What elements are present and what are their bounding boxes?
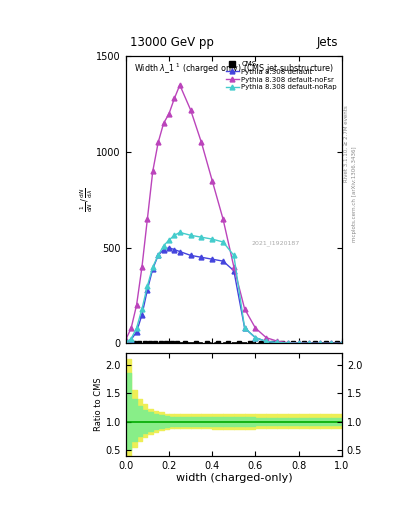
Text: Jets: Jets bbox=[316, 36, 338, 49]
Text: Width $\lambda\_1^{\ 1}$ (charged only) (CMS jet substructure): Width $\lambda\_1^{\ 1}$ (charged only) … bbox=[134, 62, 334, 76]
Text: mcplots.cern.ch [arXiv:1306.3436]: mcplots.cern.ch [arXiv:1306.3436] bbox=[352, 147, 357, 242]
Text: 2021_I1920187: 2021_I1920187 bbox=[251, 240, 299, 246]
Legend: CMS, Pythia 8.308 default, Pythia 8.308 default-noFsr, Pythia 8.308 default-noRa: CMS, Pythia 8.308 default, Pythia 8.308 … bbox=[225, 60, 338, 92]
Y-axis label: Ratio to CMS: Ratio to CMS bbox=[94, 378, 103, 431]
Text: Rivet 3.1.10, ≥ 2.7M events: Rivet 3.1.10, ≥ 2.7M events bbox=[344, 105, 349, 182]
Y-axis label: $\frac{1}{\mathrm{d}N}\,/\,\frac{\mathrm{d}N}{\mathrm{d}\lambda}$: $\frac{1}{\mathrm{d}N}\,/\,\frac{\mathrm… bbox=[79, 187, 95, 212]
X-axis label: width (charged-only): width (charged-only) bbox=[176, 473, 292, 483]
Text: 13000 GeV pp: 13000 GeV pp bbox=[130, 36, 213, 49]
